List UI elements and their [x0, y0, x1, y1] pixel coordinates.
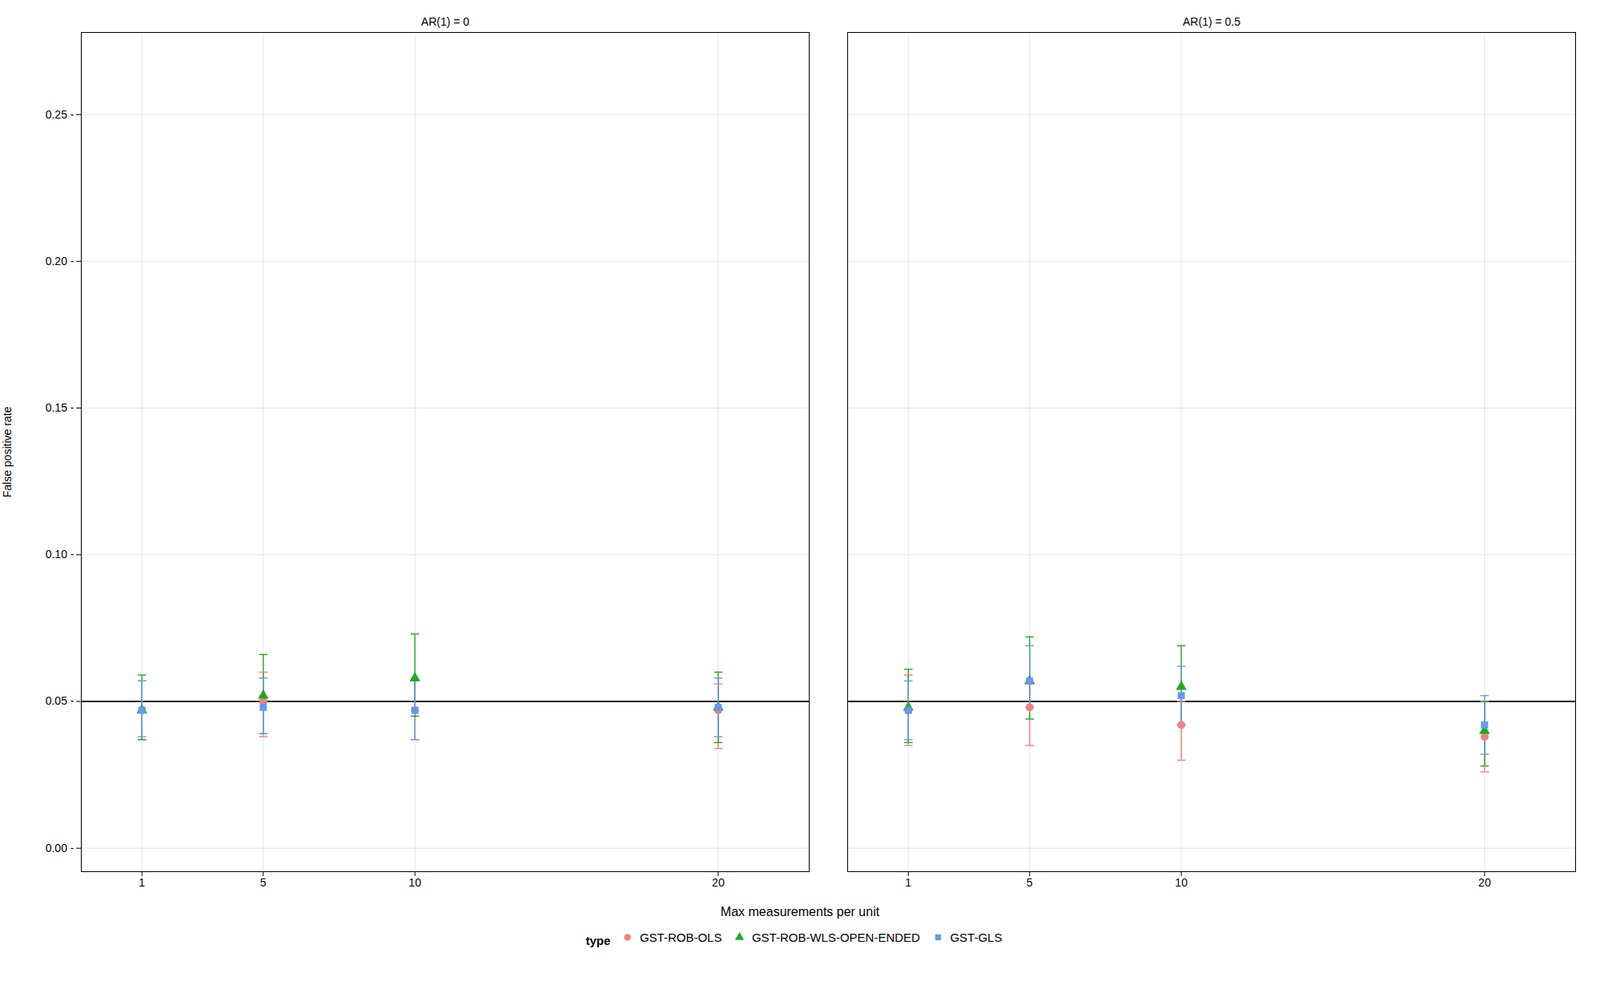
svg-text:0.25 -: 0.25 - — [45, 108, 75, 121]
html-text:GST-GLS: GST-GLS — [950, 930, 1003, 945]
svg-text:AR(1) = 0.5: AR(1) = 0.5 — [1182, 15, 1241, 29]
svg-text:10: 10 — [1174, 876, 1188, 889]
svg-text:0.00 -: 0.00 - — [45, 841, 75, 855]
html-text:type: type — [585, 933, 611, 948]
svg-text:5: 5 — [260, 876, 267, 889]
svg-text:False positive rate: False positive rate — [0, 406, 14, 498]
svg-text:10: 10 — [408, 876, 422, 889]
svg-text:1: 1 — [138, 876, 145, 889]
svg-text:0.05 -: 0.05 - — [45, 694, 75, 708]
svg-text:20: 20 — [1478, 876, 1492, 889]
svg-text:20: 20 — [711, 876, 725, 889]
svg-text:0.15 -: 0.15 - — [45, 401, 75, 415]
svg-text:0.20 -: 0.20 - — [45, 254, 75, 268]
html-text:GST-ROB-WLS-OPEN-ENDED: GST-ROB-WLS-OPEN-ENDED — [751, 930, 921, 945]
svg-text:0.10 -: 0.10 - — [45, 547, 75, 561]
svg-text:1: 1 — [904, 876, 912, 889]
svg-text:AR(1) = 0: AR(1) = 0 — [421, 15, 471, 29]
html-text:GST-ROB-OLS: GST-ROB-OLS — [639, 930, 722, 945]
svg-text:5: 5 — [1026, 876, 1034, 889]
html-text:Max measurements per unit: Max measurements per unit — [720, 904, 880, 919]
